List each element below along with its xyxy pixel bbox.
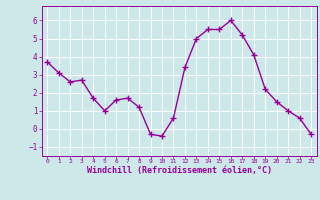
X-axis label: Windchill (Refroidissement éolien,°C): Windchill (Refroidissement éolien,°C): [87, 166, 272, 175]
